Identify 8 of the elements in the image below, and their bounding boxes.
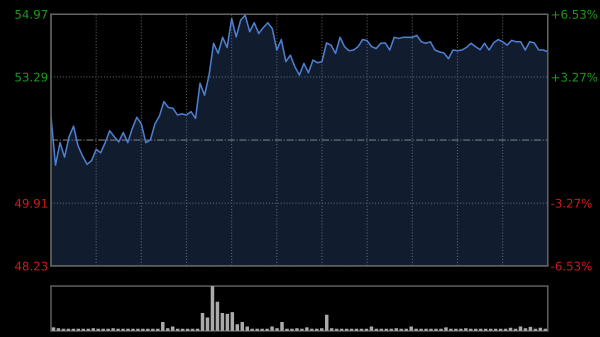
y2-tick-label: +6.53% <box>552 10 598 19</box>
y2-tick-label: -3.27% <box>551 198 592 208</box>
y-tick-label: 53.29 <box>15 72 48 82</box>
y-tick-label: 54.97 <box>15 10 48 19</box>
y2-tick-label: -6.53% <box>551 262 592 271</box>
y-tick-label: 49.91 <box>15 198 48 208</box>
y-tick-label: 48.23 <box>15 262 48 271</box>
y2-tick-label: +3.27% <box>552 72 598 82</box>
